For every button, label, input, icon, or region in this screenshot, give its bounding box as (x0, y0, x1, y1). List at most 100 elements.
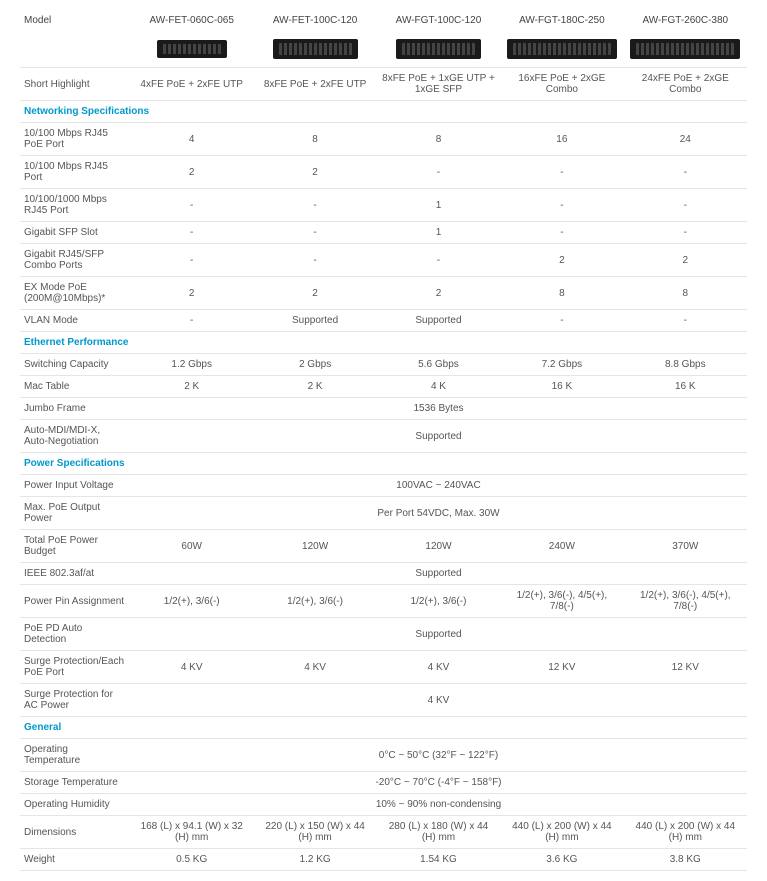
spec-label: Gigabit SFP Slot (20, 222, 130, 244)
section-title: Networking Specifications (20, 101, 747, 123)
spec-row: Total PoE Power Budget60W120W120W240W370… (20, 530, 747, 563)
spec-row: Operating Humidity10% ~ 90% non-condensi… (20, 794, 747, 816)
spec-value: - (624, 156, 747, 189)
spec-value: 2 Gbps (253, 354, 376, 376)
spec-label: Jumbo Frame (20, 398, 130, 420)
section-title: Ethernet Performance (20, 332, 747, 354)
spec-label: Weight (20, 849, 130, 871)
spec-value: 168 (L) x 94.1 (W) x 32 (H) mm (130, 816, 253, 849)
spec-value: 2 K (253, 376, 376, 398)
spec-value: 120W (377, 530, 500, 563)
spec-value-span: 4 KV (130, 684, 747, 717)
spec-label: IEEE 802.3af/at (20, 563, 130, 585)
model-label: Model (20, 10, 130, 31)
spec-value-span: 10% ~ 90% non-condensing (130, 794, 747, 816)
spec-value: 240W (500, 530, 623, 563)
spec-label: Power Pin Assignment (20, 585, 130, 618)
spec-label: Total PoE Power Budget (20, 530, 130, 563)
spec-table: Model AW-FET-060C-065 AW-FET-100C-120 AW… (20, 10, 747, 871)
spec-value: 1.54 KG (377, 849, 500, 871)
spec-value: 16 K (500, 376, 623, 398)
short-highlight-label: Short Highlight (20, 68, 130, 101)
spec-label: Power Input Voltage (20, 475, 130, 497)
spec-value: 1/2(+), 3/6(-) (253, 585, 376, 618)
model-row: Model AW-FET-060C-065 AW-FET-100C-120 AW… (20, 10, 747, 31)
spec-value: 60W (130, 530, 253, 563)
spec-value: 8 (500, 277, 623, 310)
spec-value: 16 K (624, 376, 747, 398)
spec-value: 440 (L) x 200 (W) x 44 (H) mm (500, 816, 623, 849)
spec-value: 1 (377, 222, 500, 244)
spec-label: 10/100 Mbps RJ45 PoE Port (20, 123, 130, 156)
section-header: Networking Specifications (20, 101, 747, 123)
spec-value: 7.2 Gbps (500, 354, 623, 376)
spec-value: 120W (253, 530, 376, 563)
spec-value: - (500, 156, 623, 189)
spec-value: 4 KV (377, 651, 500, 684)
product-image-3 (507, 39, 617, 59)
model-3: AW-FGT-180C-250 (500, 10, 623, 31)
spec-value: - (624, 189, 747, 222)
spec-label: EX Mode PoE (200M@10Mbps)* (20, 277, 130, 310)
spec-value: 1.2 KG (253, 849, 376, 871)
section-header: Power Specifications (20, 453, 747, 475)
spec-value: 1/2(+), 3/6(-), 4/5(+), 7/8(-) (624, 585, 747, 618)
spec-value: - (500, 189, 623, 222)
spec-row: Power Pin Assignment1/2(+), 3/6(-)1/2(+)… (20, 585, 747, 618)
spec-value: - (624, 310, 747, 332)
spec-value: 4 KV (130, 651, 253, 684)
spec-value-span: Per Port 54VDC, Max. 30W (130, 497, 747, 530)
spec-row: 10/100 Mbps RJ45 PoE Port4881624 (20, 123, 747, 156)
spec-row: Auto-MDI/MDI-X, Auto-NegotiationSupporte… (20, 420, 747, 453)
spec-value: 1/2(+), 3/6(-) (377, 585, 500, 618)
spec-value: 8.8 Gbps (624, 354, 747, 376)
product-image-row (20, 31, 747, 68)
spec-label: 10/100 Mbps RJ45 Port (20, 156, 130, 189)
spec-value: 16 (500, 123, 623, 156)
spec-value: 5.6 Gbps (377, 354, 500, 376)
short-highlight-row: Short Highlight 4xFE PoE + 2xFE UTP 8xFE… (20, 68, 747, 101)
spec-value: - (130, 222, 253, 244)
spec-value: - (130, 244, 253, 277)
spec-row: Weight0.5 KG1.2 KG1.54 KG3.6 KG3.8 KG (20, 849, 747, 871)
spec-value: 2 (130, 277, 253, 310)
spec-value: 8 (377, 123, 500, 156)
spec-row: Jumbo Frame1536 Bytes (20, 398, 747, 420)
model-1: AW-FET-100C-120 (253, 10, 376, 31)
model-0: AW-FET-060C-065 (130, 10, 253, 31)
product-image-0 (157, 40, 227, 58)
spec-value-span: Supported (130, 618, 747, 651)
spec-value: 3.6 KG (500, 849, 623, 871)
spec-label: Mac Table (20, 376, 130, 398)
spec-value: 1.2 Gbps (130, 354, 253, 376)
section-title: Power Specifications (20, 453, 747, 475)
spec-value-span: 1536 Bytes (130, 398, 747, 420)
spec-row: PoE PD Auto DetectionSupported (20, 618, 747, 651)
spec-row: Surge Protection/Each PoE Port4 KV4 KV4 … (20, 651, 747, 684)
spec-row: Gigabit SFP Slot--1-- (20, 222, 747, 244)
spec-row: Max. PoE Output PowerPer Port 54VDC, Max… (20, 497, 747, 530)
product-image-4 (630, 39, 740, 59)
spec-label: PoE PD Auto Detection (20, 618, 130, 651)
spec-value: 12 KV (500, 651, 623, 684)
spec-row: Gigabit RJ45/SFP Combo Ports---22 (20, 244, 747, 277)
spec-value-span: Supported (130, 420, 747, 453)
spec-label: Gigabit RJ45/SFP Combo Ports (20, 244, 130, 277)
spec-label: Dimensions (20, 816, 130, 849)
spec-value: 2 (253, 156, 376, 189)
spec-label: Storage Temperature (20, 772, 130, 794)
spec-value: - (500, 222, 623, 244)
spec-value: 280 (L) x 180 (W) x 44 (H) mm (377, 816, 500, 849)
short-highlight-0: 4xFE PoE + 2xFE UTP (130, 68, 253, 101)
model-4: AW-FGT-260C-380 (624, 10, 747, 31)
section-title: General (20, 717, 747, 739)
spec-value-span: 100VAC ~ 240VAC (130, 475, 747, 497)
spec-row: Mac Table2 K2 K4 K16 K16 K (20, 376, 747, 398)
spec-value-span: Supported (130, 563, 747, 585)
spec-value: 2 K (130, 376, 253, 398)
spec-label: Surge Protection/Each PoE Port (20, 651, 130, 684)
spec-value: 1/2(+), 3/6(-), 4/5(+), 7/8(-) (500, 585, 623, 618)
spec-row: 10/100 Mbps RJ45 Port22--- (20, 156, 747, 189)
spec-value: 440 (L) x 200 (W) x 44 (H) mm (624, 816, 747, 849)
spec-value: 1/2(+), 3/6(-) (130, 585, 253, 618)
